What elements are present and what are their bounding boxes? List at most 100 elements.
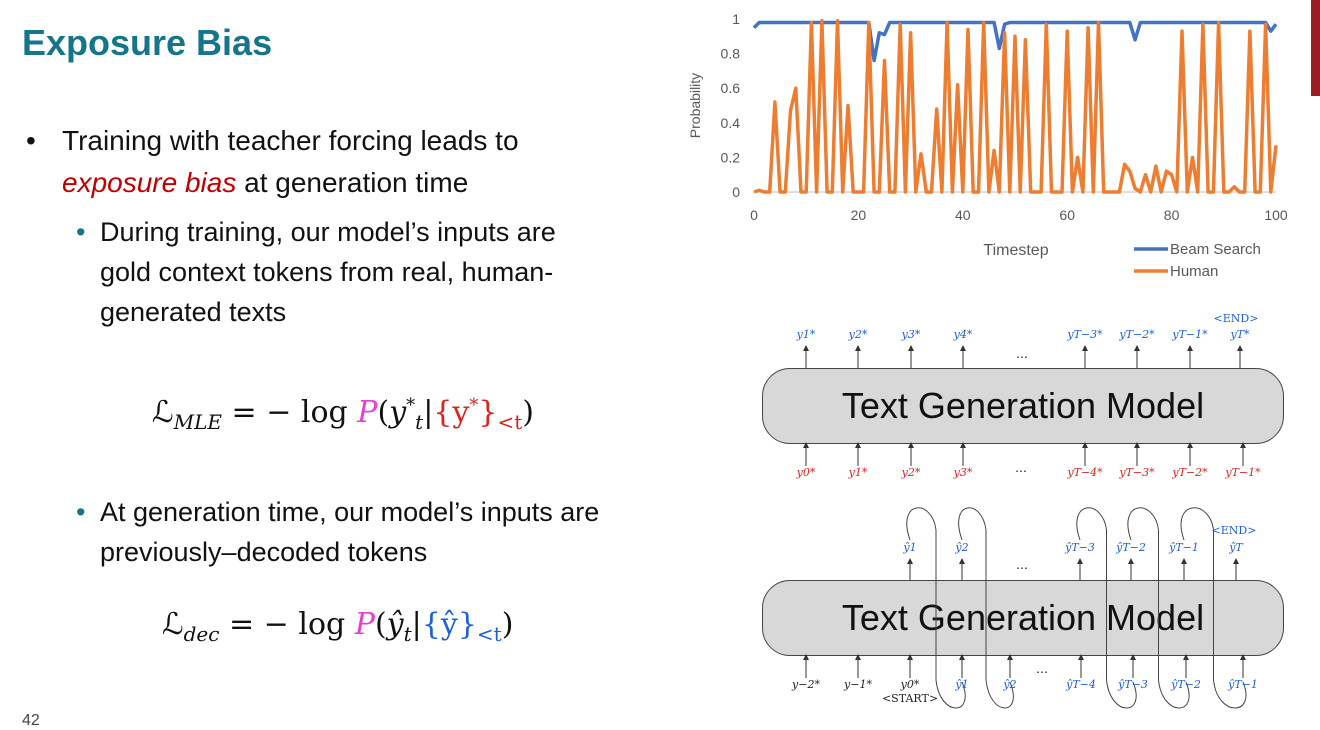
output-arrow (908, 345, 914, 368)
end-token: <END> (1213, 312, 1259, 325)
input-token: y0* (796, 466, 816, 479)
series-line-beam-search (752, 20, 1278, 63)
series-line-human (753, 18, 1278, 194)
output-token: ŷT−1 (1169, 541, 1199, 554)
bullet-1-post: at generation time (244, 167, 469, 198)
y-tick-label: 1 (732, 11, 740, 27)
input-token: y0* (900, 678, 920, 691)
bullet-1-pre: Training with teacher forcing leads to (62, 125, 519, 156)
output-arrow (803, 345, 809, 368)
output-arrow (1128, 558, 1134, 580)
y-axis-label: Probability (687, 73, 703, 138)
input-token: y2* (901, 466, 921, 479)
output-arrow (907, 558, 913, 580)
model-label: Text Generation Model (841, 385, 1205, 426)
output-arrow (960, 345, 966, 368)
input-token: yT−1* (1225, 466, 1261, 479)
bullet-1-text: Training with teacher forcing leads to e… (62, 120, 519, 204)
sub-bullet-1: • During training, our model’s inputs ar… (76, 212, 596, 332)
sub-bullet-dot: • (76, 497, 86, 527)
input-arrow (1240, 654, 1246, 678)
input-token: y1* (848, 466, 868, 479)
end-token: <END> (1211, 524, 1257, 537)
output-token: y1* (796, 328, 816, 341)
input-token: ŷT−3 (1118, 678, 1148, 691)
y-tick-label: 0.2 (721, 149, 741, 165)
input-arrow (803, 654, 809, 678)
input-arrow (1183, 654, 1189, 678)
input-arrow (960, 442, 966, 466)
x-tick-label: 20 (851, 207, 867, 223)
y-tick-label: 0.8 (721, 46, 741, 62)
output-arrow (1233, 558, 1239, 580)
accent-tab (1311, 0, 1320, 96)
output-arrow (1187, 345, 1193, 368)
ellipsis: ... (1016, 345, 1028, 361)
start-token: <START> (881, 692, 939, 705)
input-token: ŷT−4 (1066, 678, 1096, 691)
bullet-dot: • (26, 125, 36, 156)
input-arrow (1134, 442, 1140, 466)
output-token: ŷT−3 (1065, 541, 1095, 554)
output-arrow (1134, 345, 1140, 368)
input-token: ŷT−1 (1228, 678, 1258, 691)
x-tick-label: 0 (750, 207, 758, 223)
x-tick-label: 80 (1164, 207, 1180, 223)
legend-label: Human (1170, 263, 1218, 280)
page-title: Exposure Bias (22, 22, 273, 63)
equation-mle: ℒMLE = − log P(y*t|{y*}<t) (152, 395, 534, 434)
input-token: y−2* (792, 678, 820, 691)
input-token: yT−3* (1119, 466, 1155, 479)
sub-bullet-dot: • (76, 217, 86, 247)
input-arrow (908, 442, 914, 466)
y-tick-label: 0.6 (721, 80, 741, 96)
input-arrow (907, 654, 913, 678)
input-arrow (1078, 654, 1084, 678)
output-token: yT−1* (1172, 328, 1208, 341)
legend-label: Beam Search (1170, 241, 1261, 258)
input-arrow (1187, 442, 1193, 466)
output-arrow (959, 558, 965, 580)
input-token: yT−4* (1067, 466, 1103, 479)
output-token: yT* (1230, 328, 1250, 341)
input-arrow (1240, 442, 1246, 466)
output-token: y4* (953, 328, 973, 341)
input-arrow (959, 654, 965, 678)
output-arrow (855, 345, 861, 368)
model-label: Text Generation Model (841, 597, 1205, 638)
input-token: y3* (953, 466, 973, 479)
sub-bullet-1-text: During training, our model’s inputs are … (100, 217, 556, 327)
sub-bullet-2: • At generation time, our model’s inputs… (76, 492, 656, 572)
model-box-bottom: Text Generation Model (762, 580, 1284, 656)
bullet-1-emphasis: exposure bias (62, 167, 237, 198)
y-tick-label: 0 (732, 184, 740, 200)
equation-dec: ℒdec = − log P(ŷt|{ŷ}<t) (162, 607, 514, 646)
output-token: ŷT (1229, 541, 1243, 554)
ellipsis: ... (1016, 556, 1028, 572)
x-axis-label: Timestep (983, 242, 1048, 259)
model-box-top: Text Generation Model (762, 368, 1284, 444)
x-tick-label: 60 (1059, 207, 1075, 223)
input-arrow (855, 654, 861, 678)
input-arrow (1130, 654, 1136, 678)
input-token: ŷ1 (955, 678, 969, 691)
input-token: y−1* (844, 678, 872, 691)
probability-chart: 0 20 40 60 80 100 0 0.2 0.4 0.6 0.8 1 Probability Tim… (687, 11, 1288, 280)
output-token: y2* (848, 328, 868, 341)
x-tick-label: 40 (955, 207, 971, 223)
output-token: yT−3* (1067, 328, 1103, 341)
sub-bullet-2-text: At generation time, our model’s inputs a… (100, 497, 600, 567)
input-arrow (1007, 654, 1013, 678)
input-arrow (803, 442, 809, 466)
x-tick-label: 100 (1264, 207, 1288, 223)
output-token: yT−2* (1119, 328, 1155, 341)
ellipsis: ... (1015, 459, 1027, 475)
output-arrow (1077, 558, 1083, 580)
y-tick-label: 0.4 (721, 115, 741, 131)
ellipsis: ... (1036, 660, 1048, 676)
input-token: ŷT−2 (1171, 678, 1201, 691)
output-token: ŷ1 (903, 541, 917, 554)
input-token: yT−2* (1172, 466, 1208, 479)
input-arrow (855, 442, 861, 466)
input-arrow (1082, 442, 1088, 466)
